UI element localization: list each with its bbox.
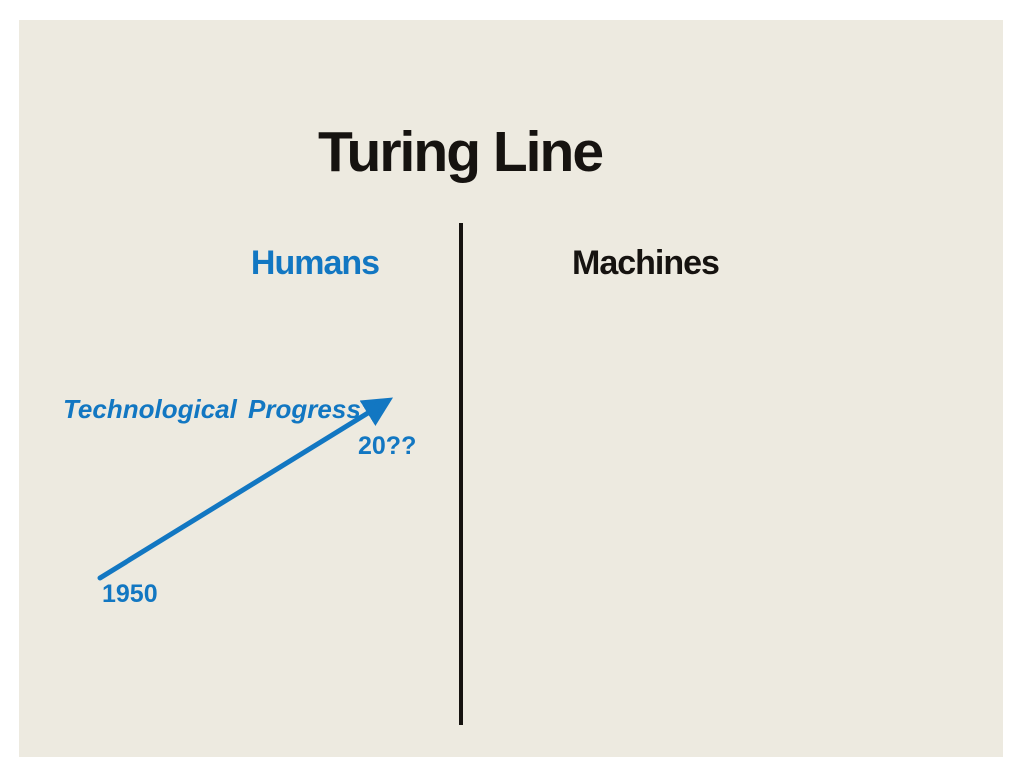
humans-label: Humans <box>250 244 380 282</box>
arrow-start-year-label: 1950 <box>102 580 158 608</box>
arrow-end-year-label: 20?? <box>358 432 417 460</box>
slide-title: Turing Line <box>317 120 604 184</box>
machines-label: Machines <box>572 244 720 282</box>
progress-arrow-shaft <box>97 397 394 581</box>
slide-canvas: Turing Line Humans Machines Technologica… <box>19 20 1003 757</box>
arrow-caption: Technological Progress ? <box>63 394 388 424</box>
turing-divider-line <box>459 223 463 725</box>
